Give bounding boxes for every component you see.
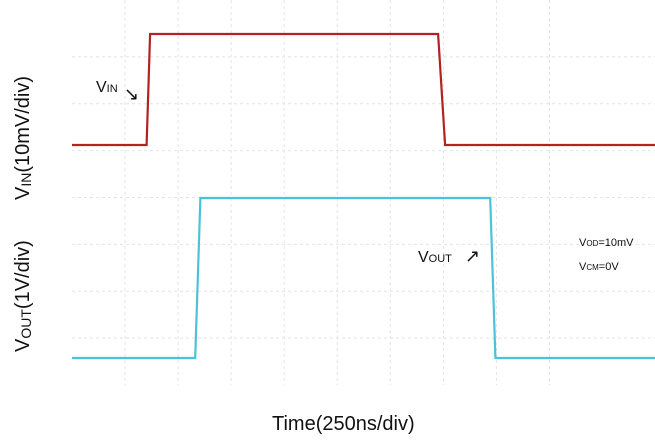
y-axis-label-vin: VIN(10mV/div) [12, 75, 34, 200]
annotation-vod: VOD=10mV [579, 237, 634, 249]
vin-trace [72, 32, 655, 147]
vout-trace [72, 196, 655, 360]
vin-arrow-icon: ↘ [124, 84, 139, 105]
vin-trace-label: VIN [96, 79, 118, 96]
y-axis-label-vout: VOUT(1V/div) [12, 240, 34, 352]
vout-arrow-icon: ↗ [465, 246, 480, 267]
x-axis-label: Time(250ns/div) [272, 413, 415, 435]
grid [72, 0, 655, 385]
vout-trace-label: VOUT [418, 249, 452, 266]
annotation-vcm: VCM=0V [579, 261, 619, 273]
